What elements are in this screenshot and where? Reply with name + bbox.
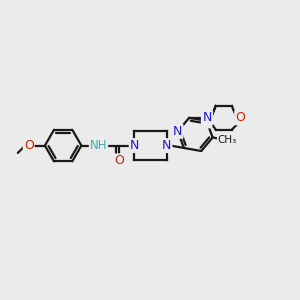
Text: O: O: [235, 111, 245, 124]
Text: N: N: [162, 139, 172, 152]
Text: N: N: [173, 125, 182, 138]
Text: O: O: [24, 139, 34, 152]
Text: O: O: [114, 154, 124, 167]
Text: CH₃: CH₃: [218, 135, 237, 145]
Text: NH: NH: [90, 139, 107, 152]
Text: N: N: [130, 139, 139, 152]
Text: N: N: [202, 114, 211, 128]
Text: N: N: [203, 111, 212, 124]
